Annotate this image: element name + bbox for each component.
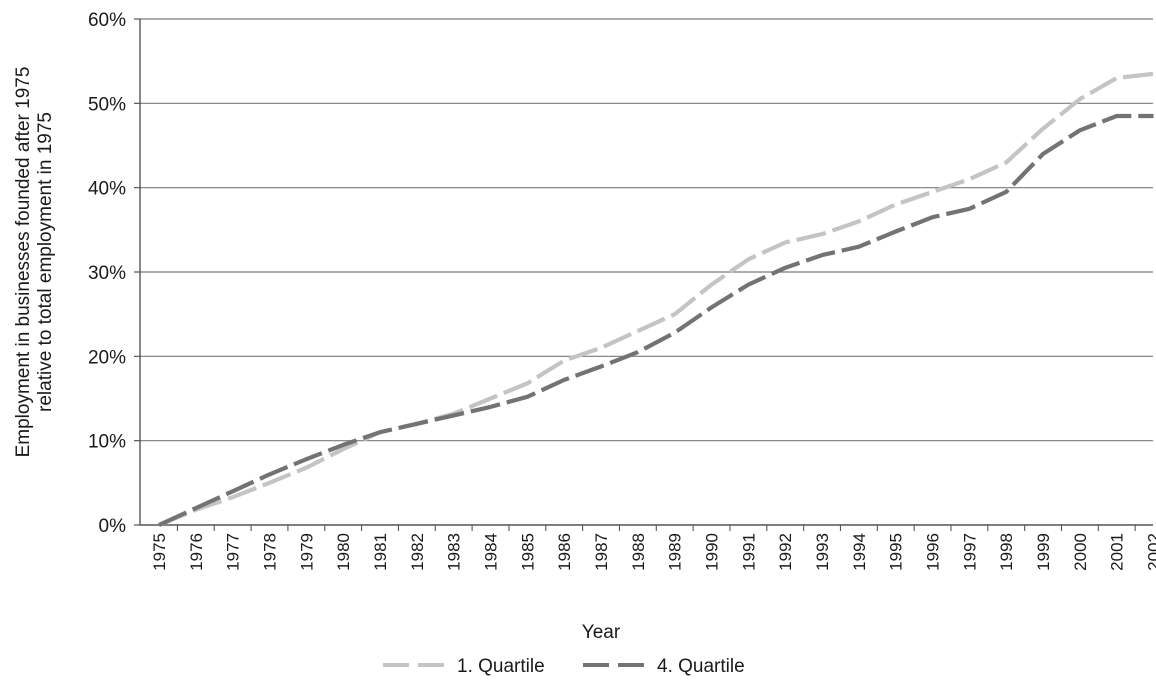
x-tick-label: 1988 [629,533,648,571]
x-tick-label: 1980 [334,533,353,571]
gridlines [140,18,1153,442]
legend: 1. Quartile 4. Quartile [383,656,745,677]
y-tick-label: 20% [88,347,126,368]
x-tick-label: 1993 [813,533,832,571]
y-tick-label: 60% [88,10,126,31]
axes [134,18,1153,531]
x-tick-label: 1977 [224,533,243,571]
x-tick-label: 1986 [555,533,574,571]
y-tick-label: 10% [88,432,126,453]
x-tick-label: 2000 [1071,533,1090,571]
x-tick-label: 1996 [924,533,943,571]
y-axis-title: Employment in businesses founded after 1… [13,67,56,458]
legend-label-4-quartile: 4. Quartile [657,656,745,677]
y-tick-label: 0% [99,516,127,537]
x-tick-labels: 1975 1976 1977 1978 1979 1980 1981 1982 1983 1984… [150,533,1156,571]
x-tick-label: 1979 [297,533,316,571]
series-line-4-quartile [158,113,1154,527]
x-tick-label: 2001 [1108,533,1127,571]
x-tick-label: 1987 [592,533,611,571]
legend-item-1-quartile: 1. Quartile [383,656,545,677]
x-tick-label: 1990 [703,533,722,571]
x-tick-label: 1975 [150,533,169,571]
x-tick-label: 1998 [997,533,1016,571]
x-tick-label: 1995 [887,533,906,571]
y-tick-label: 30% [88,263,126,284]
x-tick-label: 1999 [1034,533,1053,571]
x-tick-label: 1991 [739,533,758,571]
x-tick-label: 1989 [666,533,685,571]
legend-label-1-quartile: 1. Quartile [457,656,545,677]
x-tick-label: 1976 [187,533,206,571]
x-tick-label: 1983 [445,533,464,571]
y-axis-title-line-1: Employment in businesses founded after 1… [13,67,34,458]
series-line-1-quartile [158,71,1154,527]
y-tick-label: 50% [88,94,126,115]
x-tick-label: 1984 [482,533,501,571]
x-tick-label: 1985 [518,533,537,571]
x-tick-label: 1992 [776,533,795,571]
y-axis-title-line-2: relative to total employment in 1975 [35,112,56,412]
x-tick-label: 1981 [371,533,390,571]
x-axis-title: Year [582,622,621,643]
series-lines [158,71,1154,527]
y-tick-label: 40% [88,179,126,200]
x-tick-label: 1982 [408,533,427,571]
y-tick-labels: 0% 10% 20% 30% 40% 50% 60% [88,10,126,537]
x-tick-label: 2002 [1145,533,1156,571]
x-tick-label: 1994 [850,533,869,571]
x-tick-label: 1978 [261,533,280,571]
x-tick-label: 1997 [960,533,979,571]
legend-item-4-quartile: 4. Quartile [583,656,745,677]
